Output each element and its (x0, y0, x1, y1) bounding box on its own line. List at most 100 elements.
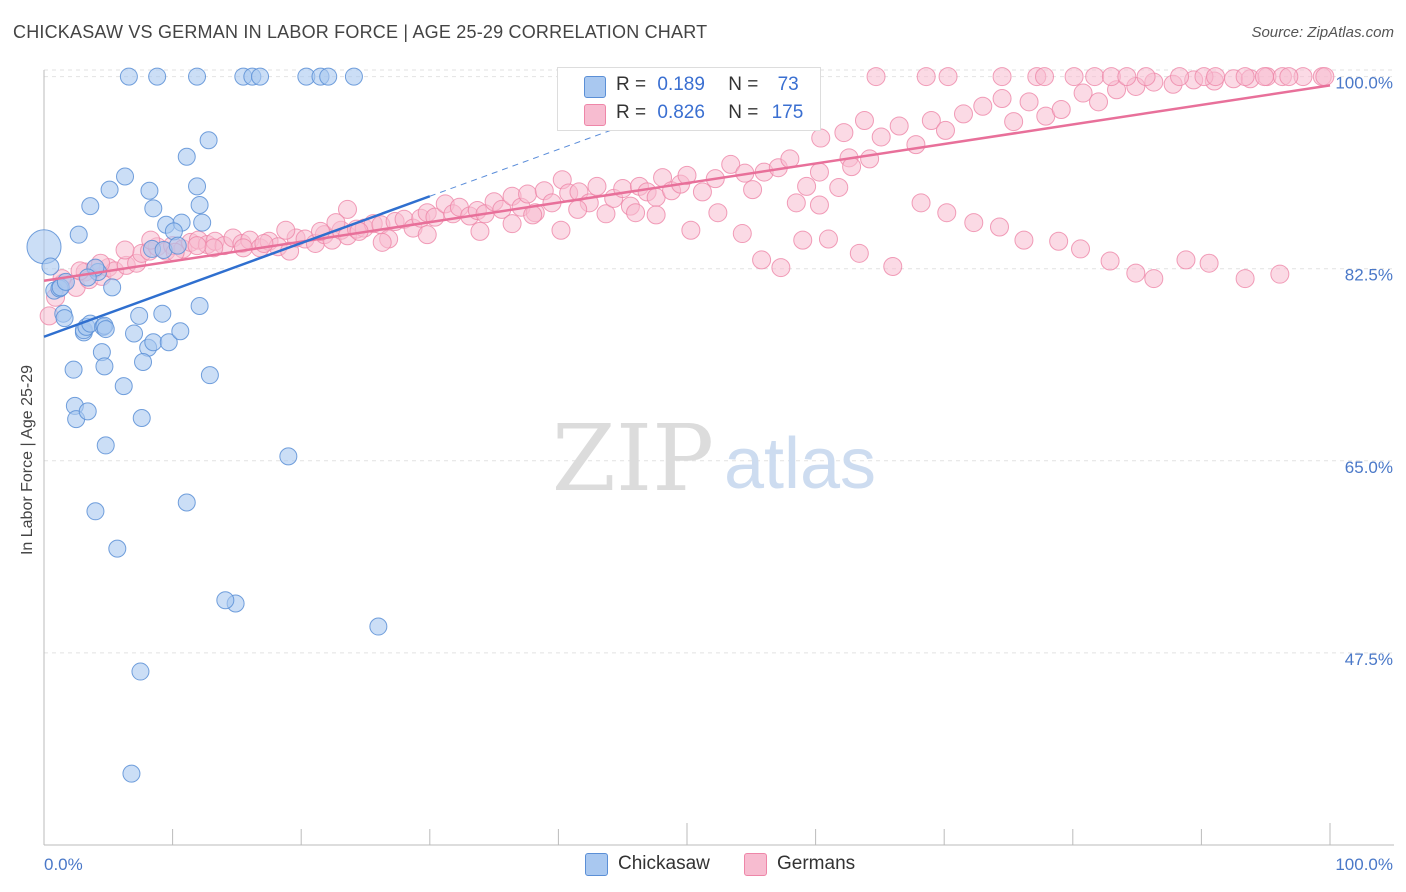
point-germans (626, 203, 646, 223)
legend-r-value: 0.826 (657, 102, 705, 123)
point-germans (889, 116, 909, 136)
point-chickasaw (26, 229, 62, 265)
point-germans (871, 127, 891, 147)
point-germans (818, 229, 838, 249)
stats-legend: R = 0.189 N = 73 R = 0.826 N = 175 (557, 67, 821, 131)
point-chickasaw (193, 213, 212, 232)
point-germans (1100, 251, 1120, 271)
point-germans (568, 199, 588, 219)
point-germans (681, 220, 701, 240)
point-chickasaw (100, 180, 119, 199)
point-germans (964, 213, 984, 233)
point-germans (938, 67, 958, 87)
point-germans (953, 104, 973, 124)
point-germans (1117, 67, 1137, 87)
point-chickasaw (103, 278, 122, 297)
point-germans (551, 220, 571, 240)
point-germans (1315, 67, 1335, 87)
point-germans (992, 89, 1012, 109)
point-germans (310, 221, 330, 241)
legend-n-label: N = (728, 102, 759, 123)
point-chickasaw (171, 322, 190, 341)
point-chickasaw (140, 181, 159, 200)
point-chickasaw (81, 197, 100, 216)
point-germans (829, 177, 849, 197)
point-germans (254, 233, 274, 253)
point-chickasaw (344, 67, 363, 86)
chart-title: CHICKASAW VS GERMAN IN LABOR FORCE | AGE… (13, 22, 708, 42)
watermark-zip: ZIP (552, 405, 714, 512)
point-germans (866, 67, 886, 87)
axes (43, 70, 1394, 846)
point-chickasaw (144, 199, 163, 218)
legend-swatch-germans (584, 104, 606, 126)
y-tick-label: 100.0% (1335, 74, 1393, 93)
legend-item-chickasaw: Chickasaw (585, 852, 710, 876)
point-chickasaw (125, 324, 144, 343)
point-germans (417, 225, 437, 245)
point-chickasaw (177, 493, 196, 512)
point-germans (1089, 92, 1109, 112)
point-germans (1144, 269, 1164, 289)
y-tick-label: 47.5% (1345, 650, 1393, 669)
point-chickasaw (190, 196, 209, 215)
legend-label-germans: Germans (777, 853, 856, 874)
point-germans (1199, 253, 1219, 273)
point-chickasaw (190, 297, 209, 316)
point-germans (809, 195, 829, 215)
point-chickasaw (200, 366, 219, 385)
point-chickasaw (251, 67, 270, 86)
trend-line-germans (43, 84, 1331, 283)
point-germans (1170, 67, 1190, 87)
point-chickasaw (153, 304, 172, 323)
point-chickasaw (69, 225, 88, 244)
point-germans (935, 120, 955, 140)
point-germans (921, 110, 941, 130)
x-tick-label: 100.0% (1335, 855, 1393, 874)
point-chickasaw (78, 402, 97, 421)
point-germans (372, 232, 392, 252)
legend-item-germans: Germans (744, 852, 855, 876)
point-chickasaw (108, 539, 127, 558)
point-chickasaw (188, 177, 207, 196)
point-germans (1049, 231, 1069, 251)
legend-n-label: N = (728, 74, 759, 95)
point-chickasaw (369, 617, 388, 636)
point-chickasaw (131, 662, 150, 681)
point-germans (677, 165, 697, 185)
trend-lines (43, 84, 1331, 338)
point-germans (1206, 67, 1226, 87)
point-germans (743, 180, 763, 200)
point-chickasaw (96, 436, 115, 455)
point-chickasaw (216, 591, 235, 610)
point-germans (906, 135, 926, 155)
point-germans (793, 230, 813, 250)
legend-n-value: 175 (771, 102, 804, 123)
point-chickasaw (86, 502, 105, 521)
y-tick-label: 82.5% (1345, 266, 1393, 285)
legend-n-value: 73 (777, 74, 799, 95)
point-germans (786, 193, 806, 213)
point-chickasaw (64, 360, 83, 379)
point-germans (1279, 67, 1299, 87)
point-chickasaw (319, 67, 338, 86)
tick-labels: 47.5% 65.0% 82.5% 100.0% 0.0% 100.0% (44, 74, 1393, 874)
legend-label-chickasaw: Chickasaw (618, 853, 710, 874)
point-chickasaw (119, 67, 138, 86)
watermark-atlas: atlas (724, 424, 876, 504)
watermark: ZIP atlas (552, 405, 876, 512)
point-germans (1085, 67, 1105, 87)
point-germans (989, 217, 1009, 237)
point-germans (1073, 83, 1093, 103)
point-germans (752, 250, 772, 270)
point-chickasaw (188, 67, 207, 86)
point-germans (1235, 269, 1255, 289)
point-germans (337, 199, 357, 219)
point-germans (911, 193, 931, 213)
point-germans (1014, 230, 1034, 250)
point-germans (811, 128, 831, 148)
point-chickasaw (122, 764, 141, 783)
point-germans (502, 214, 522, 234)
point-germans (587, 176, 607, 196)
point-germans (1270, 264, 1290, 284)
